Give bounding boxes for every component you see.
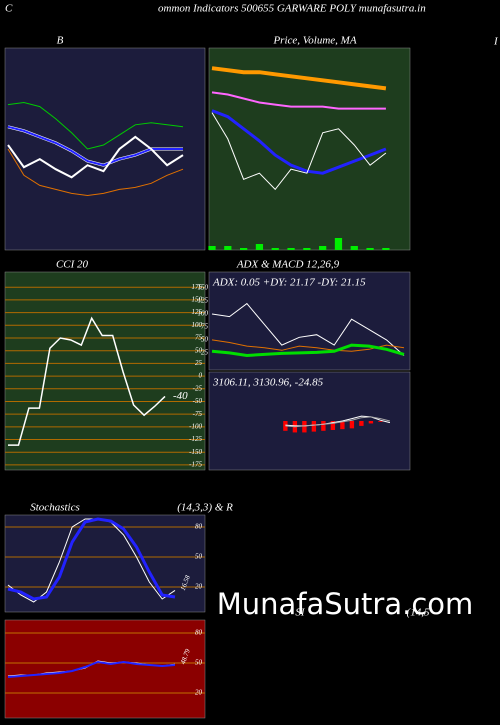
y-tick-label: 25: [201, 348, 209, 356]
y-tick-label: -75: [193, 410, 203, 418]
chart-title: CCI 20: [56, 259, 89, 271]
bar: [382, 248, 390, 250]
series-line: [211, 339, 405, 352]
chart-title: ADX & MACD 12,26,9: [236, 259, 340, 271]
bar: [330, 421, 336, 430]
chart-title: Price, Volume, MA: [272, 35, 356, 47]
header-title: ommon Indicators 500655 GARWARE POLY mun…: [158, 3, 426, 15]
panel: [208, 371, 411, 471]
y-tick-label: -50: [193, 397, 203, 405]
y-tick-label: 75: [195, 334, 203, 342]
y-tick-label: 50: [201, 336, 209, 344]
y-tick-label: 20: [195, 583, 203, 591]
y-tick-label: 75: [201, 323, 209, 331]
series-line: [211, 109, 387, 175]
y-tick-label: 80: [195, 523, 203, 531]
series-line: [7, 135, 184, 179]
y-tick-label: 50: [195, 553, 203, 561]
y-tick-label: -125: [189, 435, 202, 443]
bar: [378, 421, 383, 422]
y-tick-label: 125: [192, 308, 203, 316]
series-line: [8, 316, 166, 446]
bar: [368, 421, 374, 424]
watermark: MunafaSutra.com: [217, 587, 474, 621]
y-tick-label: 50: [195, 659, 203, 667]
y-tick-label: -175: [189, 461, 202, 469]
y-tick-label: 125: [198, 297, 209, 305]
bar: [311, 421, 317, 432]
chart-title: B: [57, 35, 64, 47]
bar: [302, 421, 307, 433]
bar: [208, 246, 216, 250]
y-tick-label: 80: [195, 629, 203, 637]
bar: [224, 246, 232, 250]
series-line: [7, 125, 183, 167]
y-tick-label: 150: [198, 284, 209, 292]
series-line: [7, 101, 184, 150]
y-tick-label: 20: [195, 689, 203, 697]
y-tick-label: -25: [193, 384, 203, 392]
bar: [319, 246, 327, 250]
value-label: -40: [173, 390, 188, 402]
panel: [4, 271, 206, 471]
y-tick-label: 175: [192, 283, 203, 291]
series-line: [211, 343, 405, 358]
bar: [271, 248, 279, 250]
header-edge: I: [493, 36, 499, 48]
y-tick-label: 150: [192, 296, 203, 304]
bar: [240, 248, 248, 250]
bar: [340, 421, 345, 430]
header-lead: C: [5, 3, 13, 15]
series-line: [211, 66, 387, 91]
bar: [303, 248, 311, 250]
series-line: [211, 112, 387, 191]
series-line: [211, 302, 405, 356]
chart-subtitle: (14,3,3) & R: [177, 502, 233, 514]
series-line: [7, 660, 176, 678]
series-line: [7, 517, 176, 601]
y-tick-label: -150: [189, 448, 202, 456]
bar: [349, 421, 355, 429]
annotation: 3106.11, 3130.96, -24.85: [212, 377, 324, 389]
chart-title: SI: [295, 607, 306, 619]
bar: [283, 421, 288, 431]
y-tick-label: 100: [192, 321, 203, 329]
bar: [287, 248, 295, 250]
bar: [334, 238, 343, 250]
bar: [366, 248, 374, 250]
chart-subtitle: (14,5: [407, 607, 430, 619]
series-line: [285, 416, 391, 428]
y-tick-label: 25: [195, 359, 203, 367]
panel: [208, 47, 411, 251]
series-line: [7, 148, 184, 197]
series-line: [211, 91, 386, 110]
bar: [321, 421, 326, 431]
y-tick-label: -100: [189, 422, 202, 430]
bar: [350, 246, 358, 250]
bar: [255, 244, 264, 250]
y-tick-label: 50: [195, 346, 203, 354]
chart-title: Stochastics: [30, 502, 80, 514]
annotation: ADX: 0.05 +DY: 21.17 -DY: 21.15: [212, 277, 366, 289]
panel: [4, 619, 206, 719]
y-tick-label: 100: [198, 310, 209, 318]
y-tick-label: 0: [199, 372, 203, 380]
bar: [359, 421, 364, 426]
